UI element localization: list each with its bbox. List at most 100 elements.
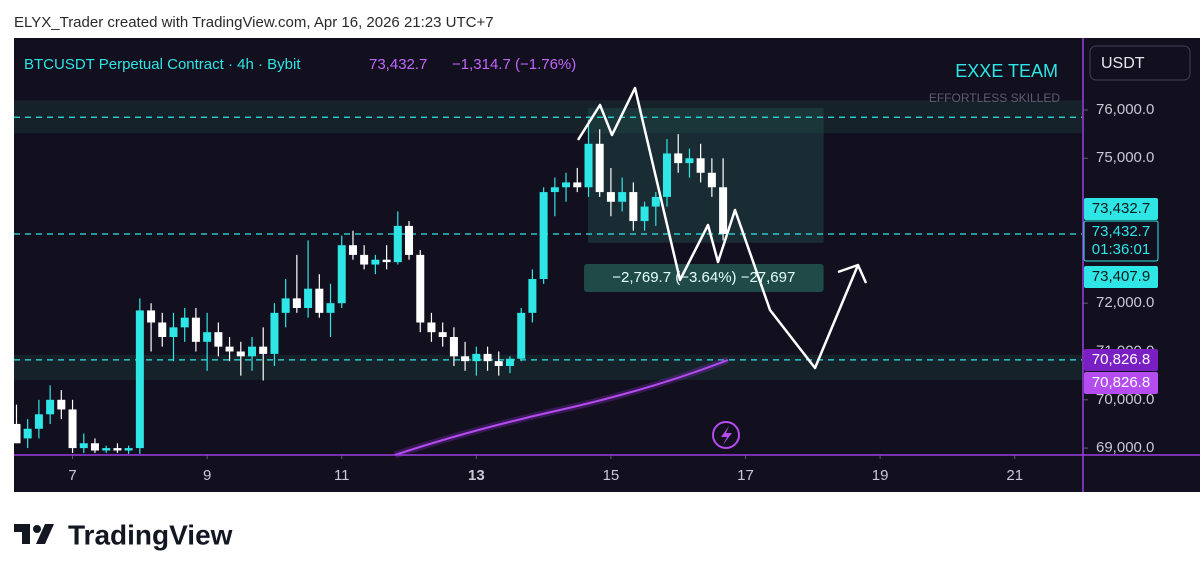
candle-body — [203, 332, 212, 342]
candle-body — [595, 143, 604, 193]
alert-bolt — [721, 426, 732, 445]
candle-body — [393, 225, 402, 263]
candle-body — [539, 192, 548, 280]
arrow-head — [837, 263, 868, 284]
candle-body — [315, 288, 324, 313]
candle-body — [304, 288, 313, 309]
candle-body — [68, 409, 77, 449]
measure-label-bg — [584, 264, 824, 292]
price-badge — [1083, 220, 1159, 262]
candle-body — [719, 187, 728, 234]
candle-body — [606, 192, 615, 202]
price-badge — [1084, 349, 1158, 371]
candle-body — [416, 254, 425, 323]
candle-body — [685, 158, 694, 164]
header: ELYX_Trader created with TradingView.com… — [14, 14, 494, 31]
candle-body — [113, 448, 122, 451]
candle-body — [505, 358, 514, 366]
candle-body — [707, 172, 716, 188]
x-tick-label: 15 — [603, 467, 620, 484]
price-badge — [1084, 198, 1158, 220]
brand-logo — [14, 524, 54, 544]
candle-body — [382, 259, 391, 263]
candle-body — [562, 182, 571, 188]
y-tick-label: 75,000.0 — [1096, 149, 1154, 166]
candle-body — [23, 428, 32, 439]
candle-body — [135, 310, 144, 449]
candle-body — [550, 187, 559, 193]
price-badge-label: 73,432.7 — [1092, 200, 1150, 217]
candle-body — [281, 298, 290, 313]
price-badge-label: 73,432.7 — [1092, 223, 1150, 240]
x-tick-label: 11 — [334, 467, 350, 484]
candle-body — [629, 192, 638, 222]
candle-body — [270, 312, 279, 354]
price-badge-label: 70,826.8 — [1092, 374, 1150, 391]
measure-label: −2,769.7 (−3.64%) −27,697 — [612, 269, 795, 286]
x-tick-label: 17 — [737, 467, 754, 484]
price-badge — [1084, 266, 1158, 288]
candle-body — [427, 322, 436, 333]
price-badge-label: 73,407.9 — [1092, 268, 1150, 285]
currency-label: USDT — [1101, 55, 1145, 72]
drawn-arrow — [576, 86, 860, 370]
plot: 69,000.070,000.071,000.072,000.075,000.0… — [12, 100, 1154, 484]
candle-body — [483, 353, 492, 362]
candle-body — [214, 332, 223, 347]
candle-body — [147, 310, 156, 323]
y-tick-label: 70,000.0 — [1096, 391, 1154, 408]
candle-body — [405, 225, 414, 255]
ma-line — [394, 359, 729, 456]
candle-body — [584, 143, 593, 188]
x-tick-label: 21 — [1006, 467, 1023, 484]
candle-body — [236, 351, 245, 357]
legend-change: −1,314.7 (−1.76%) — [452, 56, 576, 73]
price-badge-label: 70,826.8 — [1092, 351, 1150, 368]
y-tick-label: 69,000.0 — [1096, 439, 1154, 456]
alert-icon[interactable] — [712, 421, 740, 449]
candle-body — [371, 259, 380, 265]
candle-body — [517, 312, 526, 359]
candle-body — [528, 279, 537, 313]
currency-button[interactable] — [1089, 45, 1191, 81]
candle-body — [57, 399, 66, 410]
candle-body — [124, 448, 133, 451]
brand-name: TradingView — [68, 519, 233, 550]
candle-body — [326, 303, 335, 313]
candle-body — [696, 158, 705, 173]
candle-body — [674, 153, 683, 164]
candle-body — [494, 361, 503, 366]
x-tick-label: 13 — [468, 467, 485, 484]
range-box — [588, 108, 824, 243]
candle-body — [472, 353, 481, 362]
candle-body — [191, 317, 200, 342]
candle-body — [449, 336, 458, 357]
candle-body — [438, 332, 447, 337]
watermark-subtitle: EFFORTLESS SKILLED — [929, 91, 1060, 105]
candle-body — [46, 399, 55, 415]
candle-body — [90, 443, 99, 451]
candle-body — [348, 245, 357, 255]
x-tick-label: 9 — [203, 467, 211, 484]
candle-body — [158, 322, 167, 337]
x-tick-label: 7 — [68, 467, 76, 484]
y-tick-label: 72,000.0 — [1096, 294, 1154, 311]
candle-body — [292, 298, 301, 309]
candle-body — [180, 317, 189, 328]
candle-body — [360, 254, 369, 265]
candle-body — [640, 206, 649, 222]
legend-symbol: BTCUSDT Perpetual Contract · 4h · Bybit — [24, 56, 301, 73]
candle-body — [225, 346, 234, 352]
candle-body — [169, 327, 178, 337]
candle-body — [337, 245, 346, 304]
candle-body — [79, 443, 88, 449]
watermark-title: EXXE TEAM — [955, 61, 1058, 81]
candle-body — [248, 346, 257, 357]
candle-body — [34, 414, 43, 429]
price-badge-timer: 01:36:01 — [1092, 241, 1150, 258]
candle-body — [662, 153, 671, 197]
price-badge — [1084, 372, 1158, 394]
candle-body — [651, 196, 660, 207]
